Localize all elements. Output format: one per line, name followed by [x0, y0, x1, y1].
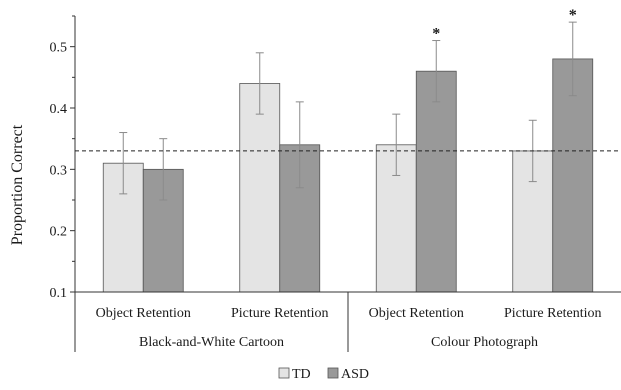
y-axis-title: Proportion Correct — [9, 124, 26, 245]
y-tick-label: 0.3 — [50, 163, 68, 178]
x-category-label: Object Retention — [369, 306, 464, 321]
bars: ** — [102, 7, 594, 293]
x-category-label: Picture Retention — [504, 306, 602, 321]
legend: TD ASD — [278, 367, 369, 382]
y-axis: 0.1 0.2 0.3 0.4 0.5 — [50, 15, 76, 301]
bar-asd-4 — [552, 58, 594, 293]
x-axis: Object Retention Picture Retention Object … — [74, 291, 621, 352]
legend-swatch-td — [278, 367, 290, 379]
x-category-label: Picture Retention — [231, 306, 329, 321]
y-tick-label: 0.2 — [50, 225, 68, 240]
y-tick-label: 0.1 — [50, 286, 68, 301]
significance-marker: * — [432, 26, 440, 43]
x-group-label: Colour Photograph — [431, 335, 538, 350]
y-tick-label: 0.4 — [50, 102, 68, 117]
bar-td-2 — [239, 83, 281, 293]
legend-label-asd: ASD — [341, 367, 369, 382]
significance-marker: * — [569, 7, 577, 24]
legend-swatch-asd — [327, 367, 339, 379]
bar-asd-3 — [415, 70, 457, 293]
x-group-label: Black-and-White Cartoon — [139, 335, 284, 350]
x-category-label: Object Retention — [96, 306, 191, 321]
legend-label-td: TD — [292, 367, 311, 382]
y-tick-label: 0.5 — [50, 41, 68, 56]
